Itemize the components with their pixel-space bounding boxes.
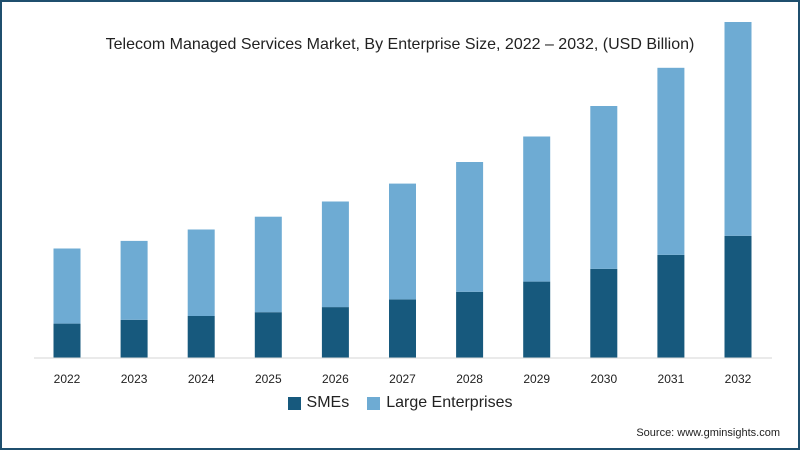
bar-large-enterprises-2024[interactable] [187,229,215,317]
bar-large-enterprises-2027[interactable] [389,183,416,300]
legend-swatch-large-enterprises [367,396,381,410]
x-tick-labels: 2022 2023 2024 2025 2026 2027 2028 2029 2030 2031… [54,372,752,386]
bar-smes-2026[interactable] [321,307,349,358]
bar-large-enterprises-2032[interactable] [724,22,752,236]
legend-label-smes: SMEs [306,394,350,411]
bar-large-enterprises-2028[interactable] [456,162,484,292]
source-note: Source: www.gminsights.com [636,427,780,439]
x-tick-label-2032: 2032 [725,372,752,386]
bar-smes-2031[interactable] [657,254,685,358]
bar-smes-2030[interactable] [590,268,618,358]
x-tick-label-2023: 2023 [121,372,148,386]
x-tick-label-2022: 2022 [54,372,81,386]
bar-smes-2027[interactable] [389,299,416,359]
bar-large-enterprises-2031[interactable] [657,67,685,255]
x-tick-label-2030: 2030 [590,372,617,386]
bar-smes-2028[interactable] [456,291,484,358]
bar-smes-2025[interactable] [254,312,282,358]
bar-large-enterprises-2030[interactable] [590,106,618,269]
bar-smes-2032[interactable] [724,235,752,358]
chart-legend: SMEs Large Enterprises [2,394,798,412]
bar-large-enterprises-2026[interactable] [321,201,349,308]
x-tick-label-2028: 2028 [456,372,483,386]
x-tick-label-2025: 2025 [255,372,282,386]
bar-smes-2023[interactable] [120,319,148,358]
bar-smes-2029[interactable] [523,281,551,358]
bar-smes-2022[interactable] [53,323,81,358]
x-tick-label-2026: 2026 [322,372,349,386]
legend-item-large-enterprises[interactable]: Large Enterprises [367,394,512,412]
chart-title: Telecom Managed Services Market, By Ente… [105,36,695,53]
bar-smes-2024[interactable] [187,316,215,358]
legend-swatch-smes [287,396,301,410]
legend-item-smes[interactable]: SMEs [287,394,350,412]
bar-large-enterprises-2029[interactable] [523,136,551,282]
bar-large-enterprises-2023[interactable] [120,240,148,320]
bar-large-enterprises-2025[interactable] [254,216,282,313]
x-tick-label-2031: 2031 [658,372,685,386]
bar-large-enterprises-2022[interactable] [53,248,81,324]
legend-label-large-enterprises: Large Enterprises [386,394,513,411]
x-tick-label-2029: 2029 [523,372,550,386]
x-tick-label-2024: 2024 [188,372,215,386]
x-tick-label-2027: 2027 [389,372,416,386]
bars-layer [53,22,752,359]
